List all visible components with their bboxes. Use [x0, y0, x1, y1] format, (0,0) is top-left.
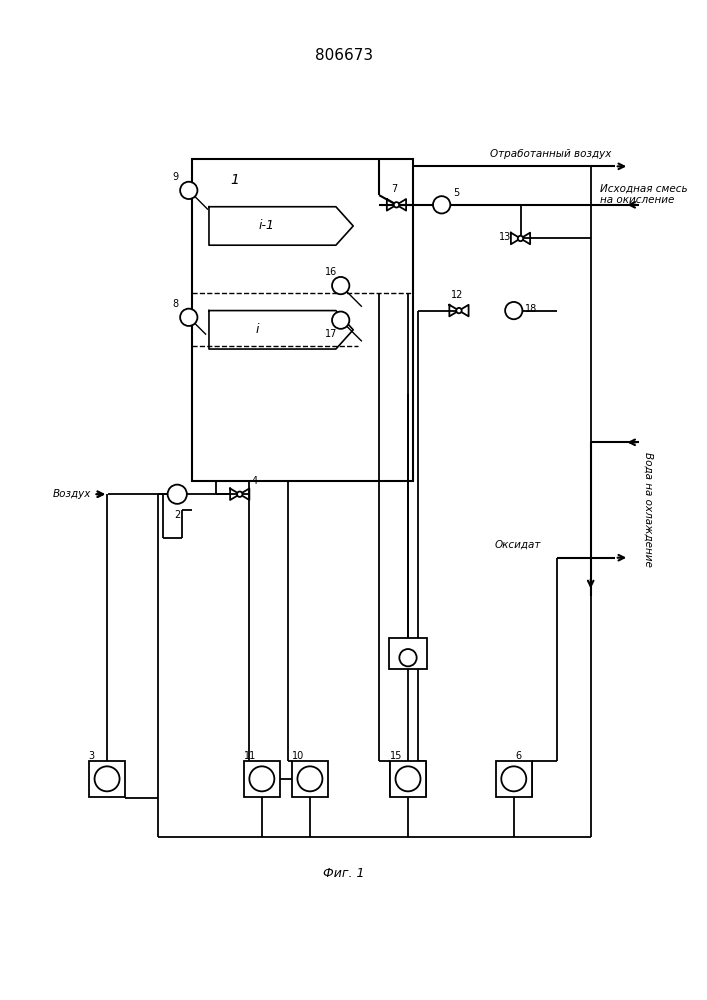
- Circle shape: [399, 649, 416, 666]
- Text: 18: 18: [525, 304, 537, 314]
- Bar: [390, 761, 426, 797]
- Text: 7: 7: [392, 184, 397, 194]
- Text: i-1: i-1: [259, 219, 274, 232]
- Circle shape: [332, 277, 349, 294]
- Circle shape: [298, 766, 322, 791]
- Circle shape: [394, 202, 399, 208]
- Text: 6: 6: [515, 751, 522, 761]
- Text: 2: 2: [174, 510, 180, 520]
- Circle shape: [501, 766, 526, 791]
- Circle shape: [332, 312, 349, 329]
- Text: Отработанный воздух: Отработанный воздух: [490, 149, 611, 159]
- Text: 8: 8: [173, 299, 178, 309]
- Circle shape: [180, 182, 197, 199]
- Circle shape: [395, 766, 421, 791]
- Bar: [89, 761, 125, 797]
- Circle shape: [250, 766, 274, 791]
- Bar: [192, 159, 413, 481]
- Bar: [244, 761, 280, 797]
- Text: 13: 13: [499, 232, 511, 242]
- Circle shape: [237, 492, 243, 497]
- Circle shape: [456, 308, 462, 313]
- Text: Оксидат: Оксидат: [494, 540, 541, 550]
- Bar: [496, 761, 532, 797]
- Bar: [292, 761, 328, 797]
- Circle shape: [433, 196, 450, 213]
- Text: i: i: [255, 323, 259, 336]
- Circle shape: [505, 302, 522, 319]
- Text: 17: 17: [325, 329, 337, 339]
- Circle shape: [168, 485, 187, 504]
- Text: 5: 5: [453, 188, 460, 198]
- Bar: [389, 638, 427, 669]
- Circle shape: [180, 309, 197, 326]
- Text: 4: 4: [251, 476, 257, 486]
- Text: 16: 16: [325, 267, 337, 277]
- Circle shape: [95, 766, 119, 791]
- Text: 806673: 806673: [315, 48, 373, 63]
- Text: 10: 10: [292, 751, 304, 761]
- Text: Исходная смесь
на окисление: Исходная смесь на окисление: [600, 184, 688, 205]
- Text: 3: 3: [89, 751, 95, 761]
- Text: Фиг. 1: Фиг. 1: [323, 867, 364, 880]
- Text: Вода на охлаждение: Вода на охлаждение: [643, 452, 653, 567]
- Text: 12: 12: [451, 290, 463, 300]
- Text: 1: 1: [230, 173, 240, 187]
- Text: 15: 15: [390, 751, 402, 761]
- Circle shape: [518, 236, 523, 241]
- Text: 9: 9: [173, 172, 178, 182]
- Text: 11: 11: [244, 751, 256, 761]
- Text: Воздух: Воздух: [52, 489, 90, 499]
